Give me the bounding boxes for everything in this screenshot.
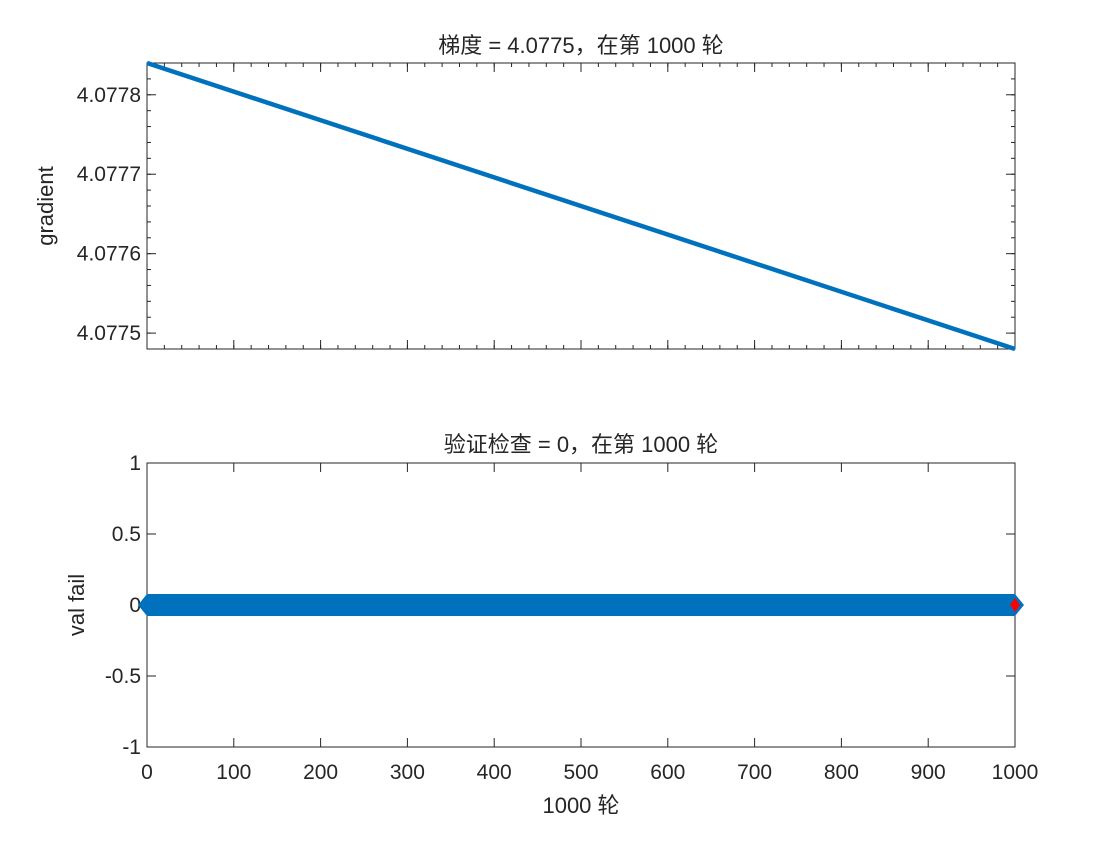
gradient-y-label: gradient [33,166,58,246]
y-tick-label: -1 [122,736,141,759]
gradient-series-line [146,60,1016,352]
x-tick-label: 700 [737,761,772,784]
y-tick-label: 0 [129,594,141,617]
x-tick-label: 800 [824,761,859,784]
x-tick-label: 600 [650,761,685,784]
x-tick-label: 300 [390,761,425,784]
y-tick-label: 1 [129,452,141,475]
val-fail-x-label: 1000 轮 [542,793,619,818]
val-fail-series-markers [138,594,1024,616]
y-tick-label: 4.0776 [77,243,141,266]
x-tick-label: 1000 [992,761,1039,784]
x-tick-label: 100 [216,761,251,784]
val-fail-ticks: 0 100 200 300 400 500 600 700 800 900 1000 -1 -0.5 0 0… [105,452,1039,784]
val-fail-data [138,594,1024,616]
y-tick-label: 4.0778 [77,84,141,107]
val-fail-y-label: val fail [64,574,89,636]
gradient-subplot: 4.0775 4.0776 4.0777 4.0778 梯度 = 4.0775，在第 … [33,33,1016,352]
x-tick-label: 900 [911,761,946,784]
x-tick-label: 0 [141,761,153,784]
y-tick-label: 0.5 [112,523,141,546]
y-tick-label: 4.0775 [77,322,141,345]
best-epoch-marker [1010,598,1020,612]
gradient-ticks: 4.0775 4.0776 4.0777 4.0778 [77,62,1016,350]
x-tick-label: 400 [477,761,512,784]
gradient-title: 梯度 = 4.0775，在第 1000 轮 [438,33,724,58]
val-fail-title: 验证检查 = 0，在第 1000 轮 [444,432,718,457]
y-tick-label: 4.0777 [77,163,141,186]
gradient-data [146,60,1016,352]
val-fail-subplot: 0 100 200 300 400 500 600 700 800 900 1000 -1 -0.5 0 0… [64,432,1038,818]
x-tick-label: 200 [303,761,338,784]
x-tick-label: 500 [563,761,598,784]
y-tick-label: -0.5 [105,665,141,688]
